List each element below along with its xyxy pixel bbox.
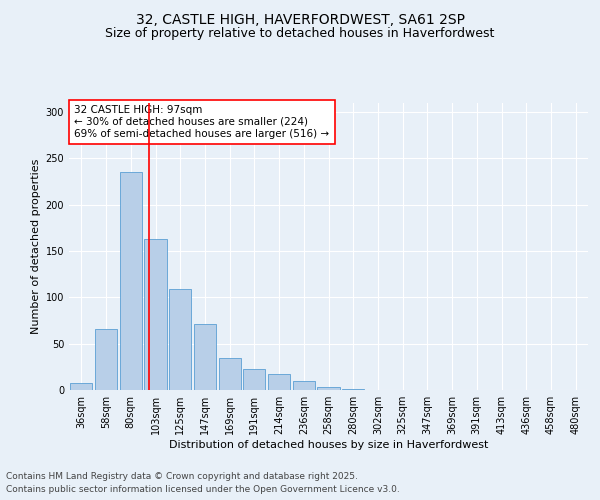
Text: Contains HM Land Registry data © Crown copyright and database right 2025.: Contains HM Land Registry data © Crown c…: [6, 472, 358, 481]
X-axis label: Distribution of detached houses by size in Haverfordwest: Distribution of detached houses by size …: [169, 440, 488, 450]
Bar: [243, 368, 265, 390]
Bar: [95, 329, 117, 390]
Bar: [119, 172, 142, 390]
Text: 32 CASTLE HIGH: 97sqm
← 30% of detached houses are smaller (224)
69% of semi-det: 32 CASTLE HIGH: 97sqm ← 30% of detached …: [74, 106, 329, 138]
Bar: [169, 289, 191, 390]
Y-axis label: Number of detached properties: Number of detached properties: [31, 158, 41, 334]
Bar: [145, 239, 167, 390]
Bar: [293, 380, 315, 390]
Bar: [268, 374, 290, 390]
Text: 32, CASTLE HIGH, HAVERFORDWEST, SA61 2SP: 32, CASTLE HIGH, HAVERFORDWEST, SA61 2SP: [136, 12, 464, 26]
Bar: [70, 382, 92, 390]
Text: Size of property relative to detached houses in Haverfordwest: Size of property relative to detached ho…: [106, 28, 494, 40]
Bar: [317, 387, 340, 390]
Text: Contains public sector information licensed under the Open Government Licence v3: Contains public sector information licen…: [6, 485, 400, 494]
Bar: [342, 389, 364, 390]
Bar: [218, 358, 241, 390]
Bar: [194, 324, 216, 390]
